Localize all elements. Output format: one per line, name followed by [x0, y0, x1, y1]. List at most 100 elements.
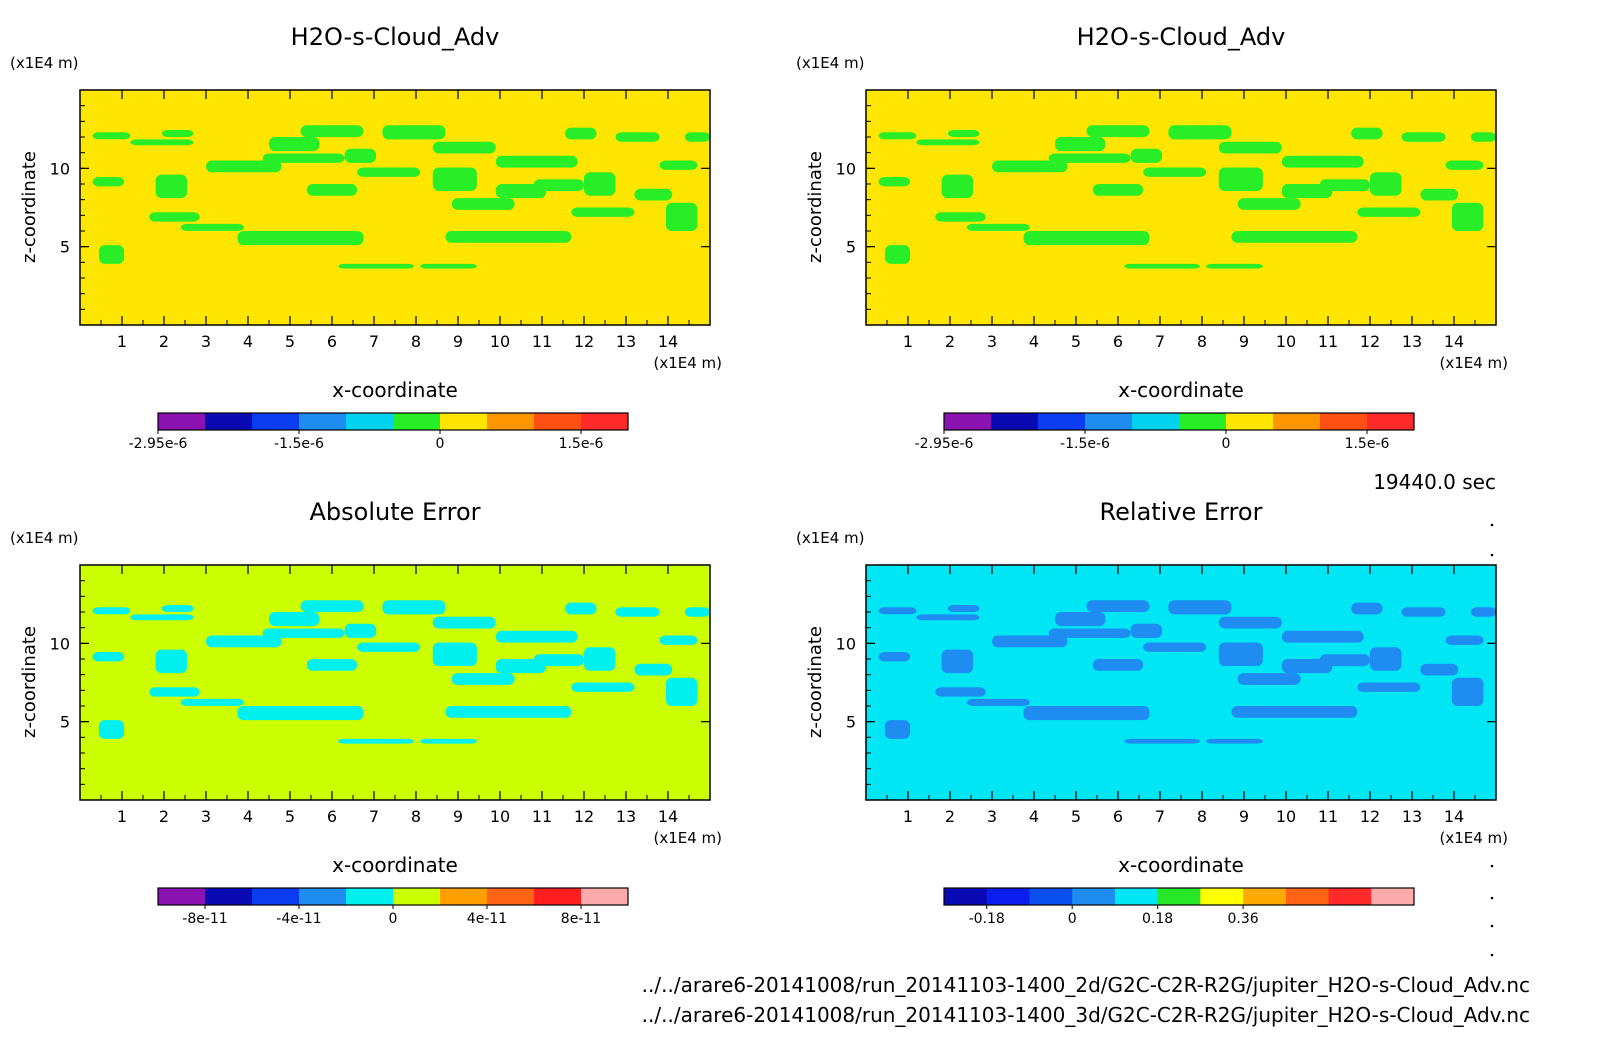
field-patch [495, 155, 578, 168]
x-ticks: 1 2 3 4 5 6 7 8 9 10 11 12 13 14 [886, 565, 1476, 826]
colorbar-tick-label: 0 [1068, 911, 1077, 927]
field-patch [1206, 263, 1263, 269]
field-patches [878, 125, 1496, 269]
field-patch [935, 212, 986, 222]
x-tick-label: 6 [327, 807, 337, 826]
colorbar-swatch [205, 413, 253, 430]
x-tick-label: 8 [411, 332, 421, 351]
x-ticks: 1 2 3 4 5 6 7 8 9 10 11 12 13 14 [100, 90, 690, 351]
field-patch [1237, 673, 1301, 685]
field-patch [338, 263, 414, 269]
x-tick-label: 10 [1276, 807, 1296, 826]
x-tick-label: 6 [327, 332, 337, 351]
x-tick-label: 2 [945, 807, 955, 826]
colorbar-tick-label: 1.5e-6 [559, 436, 604, 452]
colorbar-swatch [346, 888, 394, 905]
colorbar-swatch [1328, 888, 1372, 905]
colorbar-tick-label: -1.5e-6 [1060, 436, 1110, 452]
field-patch [916, 139, 980, 146]
x-tick-label: 4 [243, 332, 253, 351]
field-patch [1048, 153, 1131, 163]
field-patch [451, 673, 515, 685]
colorbar-swatch [534, 888, 582, 905]
field-patch [1143, 167, 1207, 177]
field-patch [1351, 127, 1383, 140]
colorbar-swatch [299, 413, 347, 430]
field-patch [161, 605, 194, 612]
field-patch [1124, 738, 1200, 744]
field-patch [684, 607, 710, 617]
field-patch [941, 174, 974, 199]
field-patch [98, 720, 125, 739]
colorbar: -2.95e-6 -1.5e-6 0 1.5e-6 [129, 412, 629, 452]
field-patch [495, 184, 547, 199]
colorbar: -8e-11 -4e-11 0 4e-11 8e-11 [157, 887, 629, 927]
colorbar-swatch [252, 413, 300, 430]
field-patch [615, 607, 660, 617]
field-patch [149, 212, 200, 222]
x-tick-label: 6 [1113, 332, 1123, 351]
x-tick-label: 11 [1318, 332, 1338, 351]
x-tick-label: 10 [490, 807, 510, 826]
field-patch [98, 245, 125, 264]
field-patch [1218, 141, 1282, 154]
field-patch [634, 663, 673, 676]
field-patch [584, 172, 616, 196]
x-tick-label: 5 [285, 807, 295, 826]
colorbar-swatch [581, 413, 629, 430]
field-patch [432, 141, 496, 154]
field-patch [1357, 207, 1421, 217]
colorbar-swatch [487, 413, 535, 430]
panel-bottom-right: Relative Error (x1E4 m) 1 2 3 4 5 6 7 8 9 10 11 12 1… [796, 498, 1508, 927]
colorbar-swatch [1243, 888, 1287, 905]
field-patch [357, 167, 421, 177]
y-tick-label: 5 [60, 238, 70, 257]
field-patch [966, 698, 1030, 706]
x-tick-label: 14 [658, 332, 678, 351]
field-patch [935, 687, 986, 697]
x-tick-label: 7 [1155, 807, 1165, 826]
field-patch [1357, 682, 1421, 692]
field-patch [1445, 635, 1484, 645]
field-patch [262, 628, 345, 638]
field-patch [269, 137, 320, 152]
field-patch [149, 687, 200, 697]
field-patches [92, 125, 710, 269]
colorbar-swatch [393, 413, 441, 430]
field-patch [382, 600, 446, 615]
x-tick-label: 12 [1360, 807, 1380, 826]
field-patch [338, 738, 414, 744]
field-patch [533, 179, 584, 192]
field-patch [161, 130, 194, 137]
field-patch [180, 698, 244, 706]
field-patch [1168, 600, 1232, 615]
x-axis-label: x-coordinate [1118, 378, 1244, 402]
field-patch [1451, 202, 1484, 231]
y-tick-label: 5 [846, 238, 856, 257]
field-patch [1401, 132, 1446, 142]
x-tick-label: 12 [574, 807, 594, 826]
colorbar: -2.95e-6 -1.5e-6 0 1.5e-6 [915, 412, 1415, 452]
field-patch [1470, 132, 1496, 142]
field-patch [1401, 607, 1446, 617]
colorbar-swatch [158, 413, 206, 430]
field-patch [269, 612, 320, 627]
field-patch [533, 654, 584, 667]
field-patch [432, 616, 496, 629]
x-tick-label: 13 [1402, 332, 1422, 351]
x-tick-label: 12 [574, 332, 594, 351]
x-tick-label: 14 [1444, 807, 1464, 826]
field-patch [1092, 659, 1144, 671]
x-tick-label: 8 [1197, 332, 1207, 351]
field-patch [1092, 184, 1144, 196]
x-tick-label: 1 [117, 332, 127, 351]
field-patch [130, 139, 194, 146]
field-patch [1086, 600, 1150, 613]
colorbar-tick-label: -1.5e-6 [274, 436, 324, 452]
colorbar-tick-label: 4e-11 [467, 911, 507, 927]
field-patch [1470, 607, 1496, 617]
chart-title: Absolute Error [309, 498, 480, 526]
colorbar-tick-label: -2.95e-6 [129, 436, 188, 452]
x-tick-label: 11 [1318, 807, 1338, 826]
